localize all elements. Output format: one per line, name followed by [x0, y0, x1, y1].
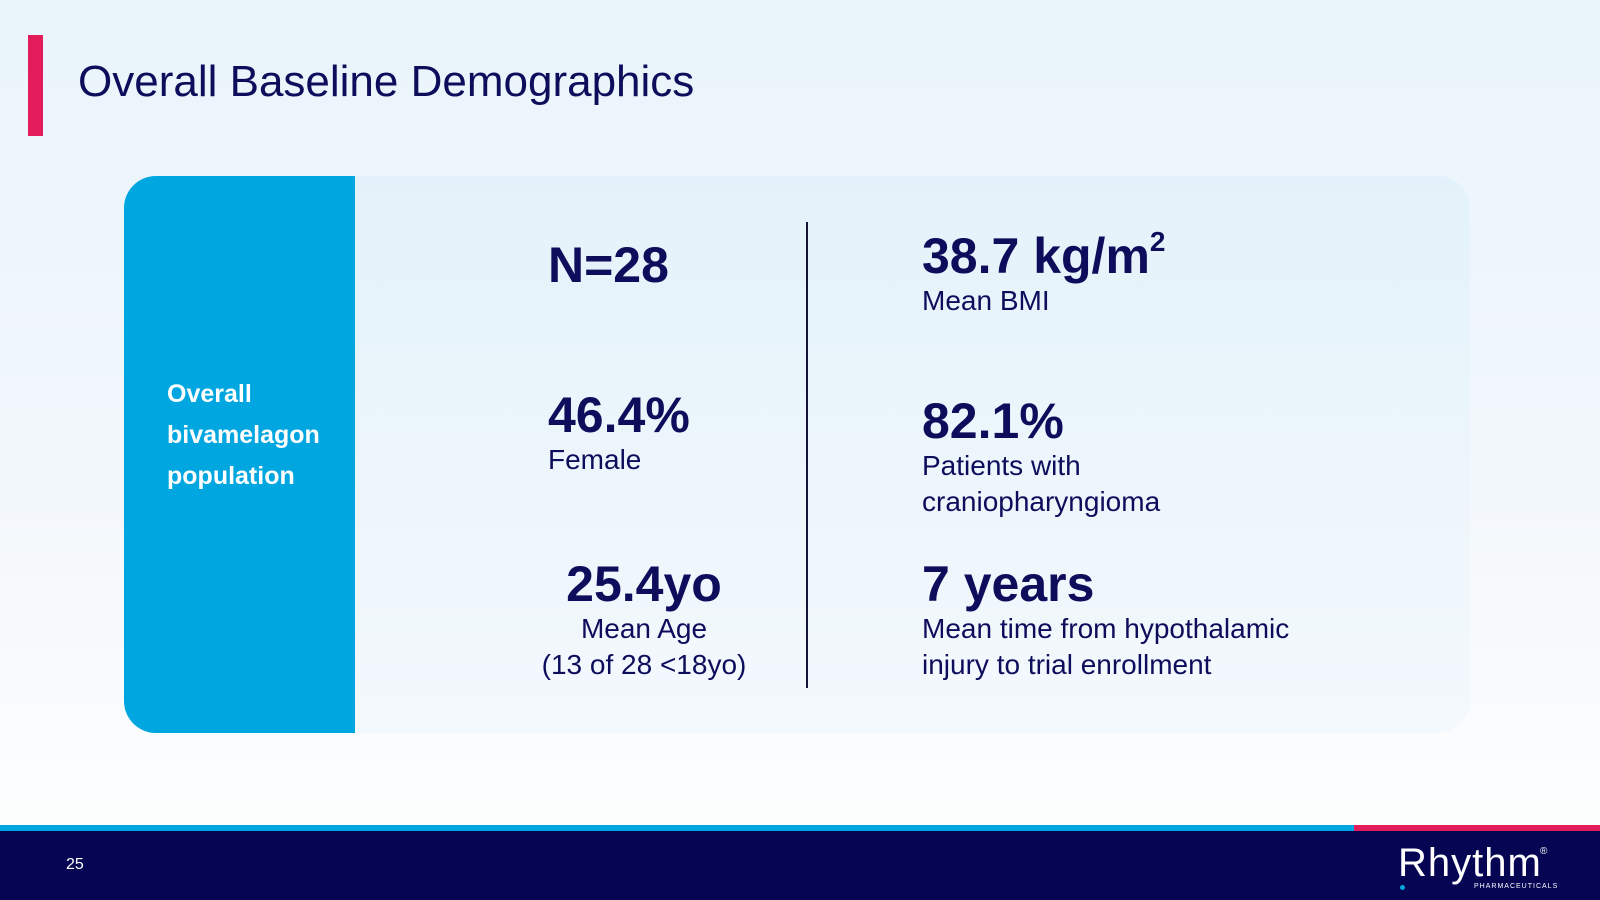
page-number: 25 — [66, 856, 84, 873]
stat-label: Mean BMI — [922, 284, 1050, 316]
stat-value: 25.4yo — [566, 556, 722, 612]
logo-dot-icon — [1400, 885, 1405, 890]
logo-wordmark: Rhythm — [1398, 841, 1542, 885]
stat-label: Mean Age — [580, 612, 708, 644]
stat-mean-bmi: 38.7 kg/m2 Mean BMI — [922, 228, 1165, 319]
page-title: Overall Baseline Demographics — [78, 57, 695, 106]
stat-label: Female — [548, 443, 642, 475]
logo-subtext: PHARMACEUTICALS — [1474, 883, 1559, 890]
registered-mark: ® — [1540, 846, 1548, 857]
column-divider — [806, 222, 808, 688]
stat-unit-superscript: 2 — [1149, 226, 1166, 257]
stat-label: Patients with — [922, 449, 1081, 481]
population-label-line: Overall — [167, 380, 252, 408]
stat-value-text: 38.7 kg/m — [922, 228, 1150, 284]
population-label: Overall bivamelagon population — [167, 374, 347, 497]
stat-sample-size: N=28 — [548, 239, 669, 292]
population-label-line: bivamelagon — [167, 421, 320, 449]
stat-label: craniopharyngioma — [922, 485, 1161, 517]
footer-bar: 25 Rhythm ® PHARMACEUTICALS — [0, 831, 1600, 900]
stat-time-to-enrollment: 7 years Mean time from hypothalamic inju… — [922, 558, 1289, 683]
stat-value: 7 years — [922, 556, 1095, 612]
stat-value: 82.1% — [922, 393, 1064, 449]
stat-value: 38.7 kg/m2 — [922, 228, 1165, 284]
footer-stripe-red — [1354, 825, 1600, 831]
population-label-line: population — [167, 462, 295, 490]
stat-label: injury to trial enrollment — [922, 648, 1212, 680]
stat-value: 46.4% — [548, 387, 690, 443]
stat-label: Mean time from hypothalamic — [922, 612, 1290, 644]
stat-value: N=28 — [548, 237, 669, 293]
footer-stripe-blue — [0, 825, 1354, 831]
demographics-card: Overall bivamelagon population N=28 46.4… — [124, 176, 1470, 733]
stat-mean-age: 25.4yo Mean Age (13 of 28 <18yo) — [526, 558, 762, 683]
stat-craniopharyngioma: 82.1% Patients with craniopharyngioma — [922, 395, 1160, 520]
rhythm-logo: Rhythm ® PHARMACEUTICALS — [1398, 843, 1578, 893]
title-accent-bar — [28, 35, 43, 136]
stat-label: (13 of 28 <18yo) — [541, 648, 747, 680]
stat-female: 46.4% Female — [548, 389, 690, 478]
population-side-panel: Overall bivamelagon population — [124, 176, 355, 733]
